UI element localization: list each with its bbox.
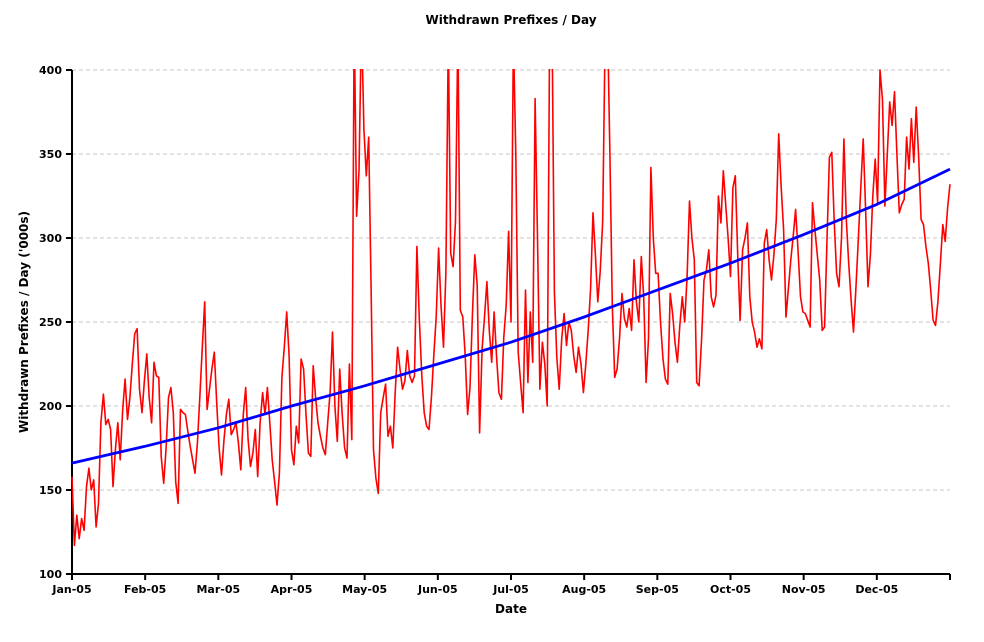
x-tick-label: Jun-05 xyxy=(417,583,458,596)
axes xyxy=(66,69,951,580)
y-tick-label: 350 xyxy=(39,148,62,161)
chart-title: Withdrawn Prefixes / Day xyxy=(425,13,596,27)
y-tick-label: 400 xyxy=(39,64,62,77)
trend-line xyxy=(71,167,951,465)
y-tick-label: 100 xyxy=(39,568,62,581)
x-tick-label: Nov-05 xyxy=(782,583,826,596)
x-axis-title: Date xyxy=(495,602,527,616)
x-tick-label: Oct-05 xyxy=(710,583,751,596)
x-tick-label: Feb-05 xyxy=(124,583,166,596)
x-tick-label: Mar-05 xyxy=(196,583,240,596)
x-tick-label: Sep-05 xyxy=(636,583,679,596)
y-tick-label: 300 xyxy=(39,232,62,245)
y-tick-label: 150 xyxy=(39,484,62,497)
y-tick-label: 200 xyxy=(39,400,62,413)
x-tick-label: Dec-05 xyxy=(855,583,898,596)
y-axis-title: Withdrawn Prefixes / Day ('000s) xyxy=(17,211,31,433)
x-tick-label: Apr-05 xyxy=(271,583,313,596)
y-tick-label: 250 xyxy=(39,316,62,329)
gridlines xyxy=(72,69,950,491)
x-tick-label: May-05 xyxy=(342,583,387,596)
x-tick-label: Jan-05 xyxy=(51,583,91,596)
tick-labels: 100 150 200 250 300 350 400 Jan-05 Feb-05 Mar-05 A… xyxy=(39,64,898,596)
daily-series-line xyxy=(71,69,951,547)
x-tick-label: Jul-05 xyxy=(492,583,529,596)
x-tick-label: Aug-05 xyxy=(562,583,606,596)
